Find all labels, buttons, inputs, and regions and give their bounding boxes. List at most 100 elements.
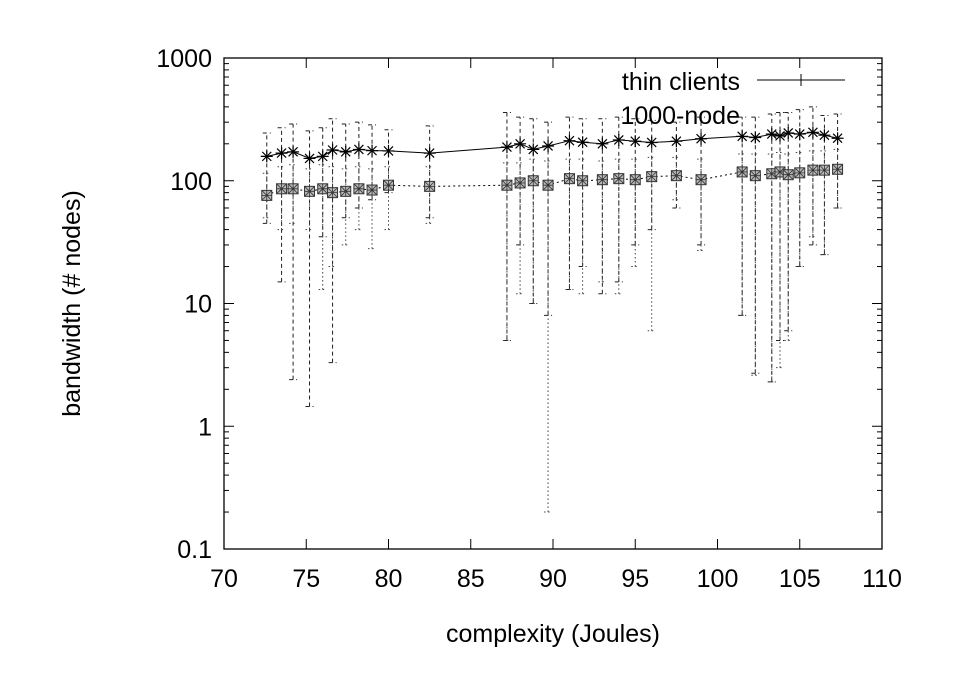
data-point: [383, 179, 394, 191]
marker-cross: [577, 175, 588, 187]
data-point: [646, 171, 658, 183]
data-point: [782, 169, 794, 181]
data-point: [807, 164, 819, 176]
y-tick-label: 1000: [156, 45, 212, 73]
series-1000-node: [261, 148, 844, 513]
marker-cross: [629, 174, 641, 185]
marker-cross: [695, 174, 707, 185]
data-point: [774, 129, 787, 142]
y-tick-label: 1: [198, 413, 212, 441]
x-tick-label: 110: [862, 565, 902, 593]
marker-cross: [366, 184, 378, 196]
marker-cross: [287, 183, 299, 195]
data-point: [793, 128, 806, 141]
marker-cross: [807, 164, 819, 176]
data-point: [736, 130, 749, 143]
x-tick-label: 85: [457, 565, 485, 593]
data-point: [645, 136, 658, 149]
marker-cross: [750, 170, 761, 181]
data-point: [327, 187, 339, 199]
marker-cross: [736, 166, 748, 178]
legend: thin clients 1000-node: [620, 68, 845, 130]
data-point: [629, 174, 641, 186]
data-point: [527, 175, 539, 187]
data-point: [500, 141, 513, 154]
data-point: [542, 179, 554, 191]
marker-cross: [353, 183, 365, 195]
data-point: [275, 147, 288, 160]
x-tick-label: 90: [539, 565, 567, 593]
y-axis-title: bandwidth (# nodes): [58, 190, 86, 417]
data-point: [326, 144, 339, 157]
data-point: [818, 129, 831, 142]
data-point: [695, 174, 707, 186]
data-point: [352, 143, 365, 156]
marker-cross: [340, 186, 352, 197]
data-point: [831, 132, 844, 145]
x-tick-label: 105: [779, 565, 821, 593]
data-point: [765, 128, 778, 141]
data-point: [670, 170, 682, 182]
x-axis-title: complexity (Joules): [446, 620, 660, 648]
marker-cross: [766, 168, 778, 180]
data-point: [304, 185, 316, 197]
data-point: [576, 136, 589, 149]
data-point: [749, 170, 761, 182]
chart-marks: [260, 106, 844, 513]
series-thin-clients: [260, 106, 844, 407]
legend-label-1000-node: 1000-node: [620, 102, 740, 130]
data-point: [423, 147, 436, 160]
data-point: [514, 137, 527, 150]
data-point: [749, 131, 762, 144]
y-tick-label: 10: [184, 291, 212, 319]
marker-cross: [317, 183, 328, 195]
marker-cross: [383, 179, 394, 191]
data-point: [818, 164, 830, 176]
data-point: [629, 135, 642, 148]
data-point: [612, 133, 625, 146]
marker-cross: [424, 181, 435, 192]
data-point: [832, 163, 844, 175]
data-point: [577, 175, 589, 187]
marker-cross: [514, 177, 526, 189]
x-tick-label: 100: [697, 565, 739, 593]
data-point: [782, 126, 795, 139]
marker-cross: [304, 186, 315, 197]
x-tick-label: 75: [292, 565, 320, 593]
marker-cross: [276, 183, 287, 195]
data-point: [794, 167, 806, 179]
y-tick-label: 100: [170, 168, 212, 196]
data-point: [276, 183, 288, 195]
data-point: [382, 144, 395, 157]
marker-cross: [613, 173, 625, 184]
marker-cross: [261, 190, 273, 201]
x-tick-label: 80: [375, 565, 403, 593]
marker-cross: [774, 166, 786, 178]
data-point: [613, 173, 625, 185]
data-point: [366, 184, 378, 196]
marker-cross: [564, 173, 575, 184]
data-point: [736, 166, 748, 178]
data-point: [317, 183, 329, 195]
data-point: [316, 150, 329, 163]
marker-cross: [646, 171, 657, 182]
data-point: [596, 137, 609, 150]
data-point: [261, 189, 273, 201]
marker-cross: [832, 163, 843, 175]
data-point: [366, 144, 379, 157]
data-point: [424, 180, 436, 192]
data-point: [287, 145, 300, 158]
data-point: [340, 185, 352, 197]
data-point: [527, 143, 540, 156]
marker-cross: [794, 167, 806, 179]
data-point: [353, 183, 365, 195]
data-point: [806, 126, 819, 139]
data-point: [596, 174, 608, 186]
x-tick-label: 70: [210, 565, 238, 593]
marker-cross: [782, 169, 794, 180]
marker-cross: [501, 179, 513, 191]
x-tick-label: 95: [621, 565, 649, 593]
legend-label-thin-clients: thin clients: [622, 68, 740, 96]
